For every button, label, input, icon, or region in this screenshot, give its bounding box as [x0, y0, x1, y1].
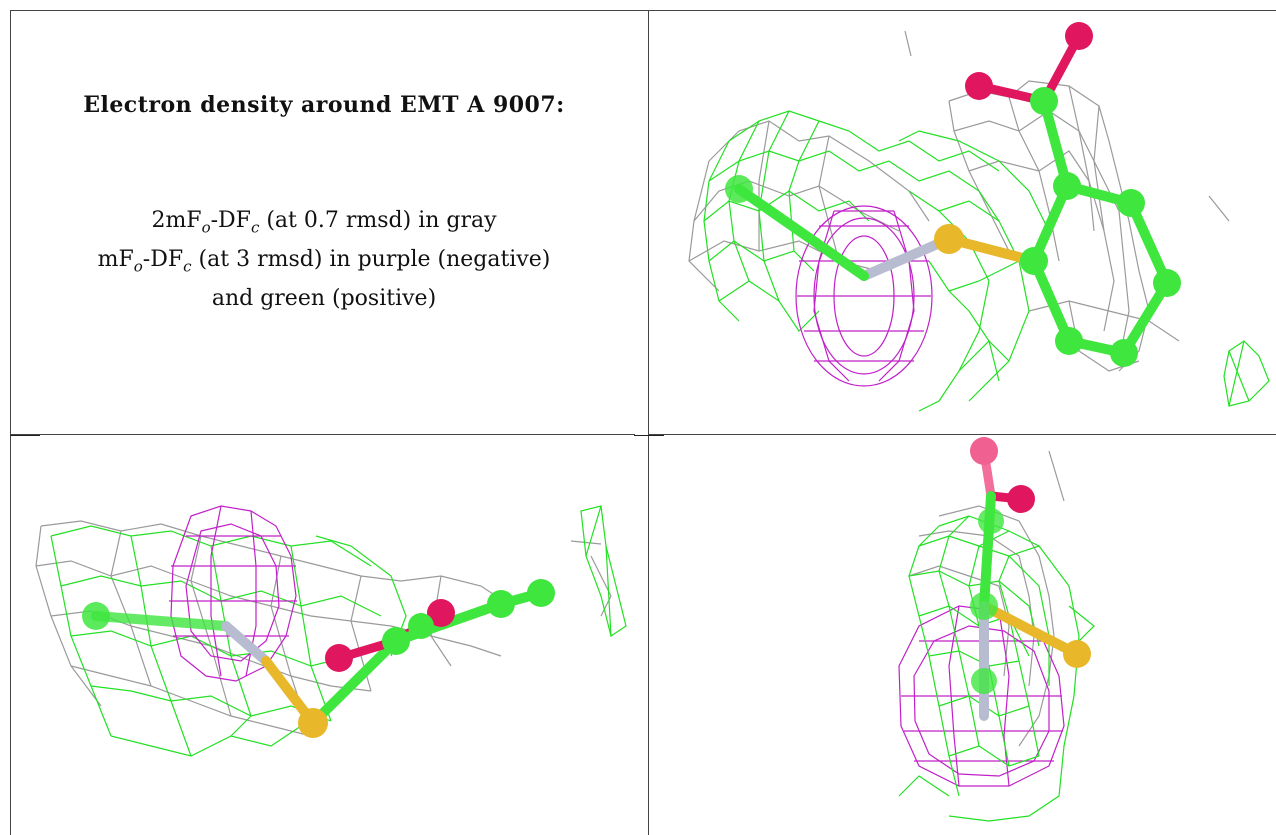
left-border — [10, 10, 11, 835]
gray-mesh-1 — [688, 30, 1230, 372]
cap1-sub1: o — [201, 218, 211, 237]
density-render-top-right — [688, 22, 1270, 412]
top-border-right — [648, 10, 1276, 11]
caption-panel: Electron density around EMT A 9007: 2mFo… — [0, 0, 648, 434]
middle-divider-left — [10, 434, 635, 435]
view-bottom-left — [11, 436, 648, 835]
view-bottom-right — [649, 436, 1276, 835]
cap1-pre: 2mF — [151, 208, 202, 233]
tick-left — [10, 435, 40, 436]
green-mesh-3 — [898, 515, 1095, 822]
atoms-top-right — [725, 22, 1181, 367]
density-render-bottom-right — [898, 437, 1095, 822]
cap2-post: (at 3 rmsd) in purple (negative) — [191, 247, 551, 272]
caption-line-2fofc: 2mFo-DFc (at 0.7 rmsd) in gray — [0, 208, 648, 236]
density-render-bottom-left — [35, 505, 627, 757]
green-mesh-1 — [703, 110, 1270, 412]
center-divider — [648, 10, 649, 835]
cap2-sub1: o — [133, 257, 143, 276]
cap1-sub2: c — [250, 218, 260, 237]
gray-mesh-2 — [35, 520, 612, 737]
top-border — [10, 10, 650, 11]
tick-mid — [634, 435, 664, 436]
cap1-mid: -DF — [210, 208, 251, 233]
cap2-sub2: c — [183, 257, 192, 276]
view-top-right — [649, 11, 1276, 434]
atoms-bottom-right — [970, 437, 1091, 694]
green-mesh-2 — [50, 505, 627, 757]
purple-mesh-1 — [795, 205, 933, 387]
cap2-pre: mF — [97, 247, 134, 272]
cap1-post: (at 0.7 rmsd) in gray — [259, 208, 497, 233]
caption-line-green: and green (positive) — [211, 286, 437, 311]
atoms-bottom-left — [82, 579, 555, 738]
caption-title: Electron density around EMT A 9007: — [83, 92, 565, 118]
middle-divider-right — [648, 434, 1276, 435]
cap2-mid: -DF — [142, 247, 184, 272]
caption-line-fofc: mFo-DFc (at 3 rmsd) in purple (negative) — [0, 247, 648, 275]
bonds-top-right — [734, 31, 1172, 358]
bonds-bottom-left — [91, 588, 546, 728]
